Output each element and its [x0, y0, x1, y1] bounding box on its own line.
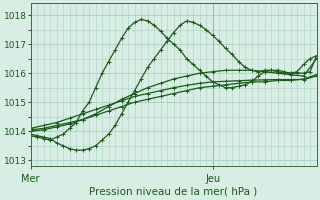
X-axis label: Pression niveau de la mer( hPa ): Pression niveau de la mer( hPa ) — [90, 187, 258, 197]
